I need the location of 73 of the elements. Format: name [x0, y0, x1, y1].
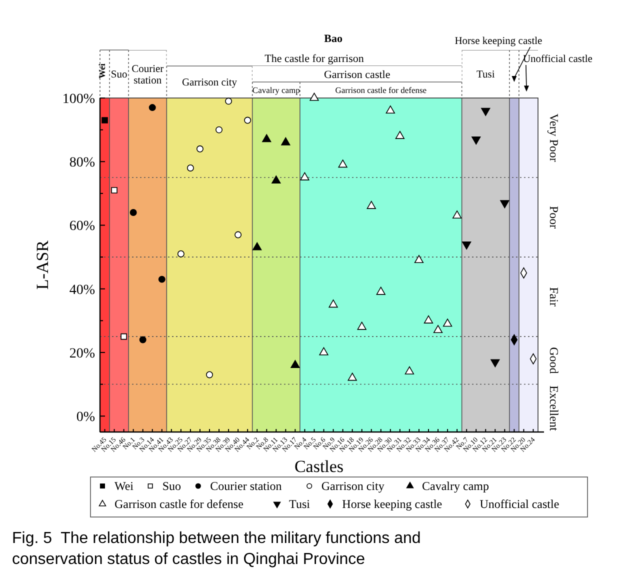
band-label: Suo [110, 70, 128, 81]
point [348, 372, 357, 381]
point [158, 276, 166, 283]
point [386, 106, 395, 114]
point [433, 325, 443, 334]
point [234, 231, 242, 238]
band-label: Fair [547, 287, 561, 306]
point [130, 209, 137, 216]
band-label: Cavalry camp [252, 84, 300, 95]
band-label: Bao [324, 33, 343, 45]
point [225, 98, 232, 105]
point [300, 172, 310, 180]
point [376, 286, 386, 295]
y-axis-title: L-ASR [33, 240, 52, 290]
band-label: Very Poor [547, 114, 561, 162]
point [414, 255, 424, 264]
y-tick-label: 100% [62, 92, 96, 107]
point [404, 366, 414, 374]
point [481, 108, 490, 116]
point [252, 242, 262, 250]
band-label: Poor [547, 206, 561, 229]
y-tick-label: 80% [69, 156, 96, 171]
point [111, 187, 118, 194]
point [281, 137, 290, 146]
point [272, 176, 281, 184]
point [148, 104, 156, 112]
legend-label: Courier station [210, 479, 282, 493]
point [216, 126, 223, 134]
point [206, 371, 213, 378]
point [186, 164, 194, 172]
band-label: Garrison city [182, 78, 238, 89]
x-axis-title: Castles [294, 457, 344, 476]
y-tick-label: 60% [69, 219, 96, 234]
band-label: Garrison castle for defense [335, 84, 427, 95]
band-label: Courier station [132, 64, 164, 86]
band-label: Tusi [476, 70, 495, 81]
point [290, 360, 300, 368]
point [366, 200, 376, 209]
point [244, 116, 252, 124]
legend-label: Garrison castle for defense [114, 497, 244, 511]
point [262, 134, 272, 142]
band-label: The castle for garrison [264, 53, 364, 65]
point [120, 333, 127, 340]
band-label: Wei [96, 63, 107, 78]
point [319, 347, 328, 356]
point [442, 318, 452, 327]
legend-label: Tusi [289, 497, 311, 511]
point [102, 117, 108, 124]
y-tick-label: 20% [69, 346, 96, 362]
legend-label: Garrison city [321, 479, 384, 493]
caption: Fig. 5 The relationship between the military functions and conservation status of castles in Qinghai Province [12, 530, 421, 568]
point [357, 322, 366, 330]
point [328, 300, 338, 308]
band-label: Excellent [547, 385, 561, 432]
band-label: Horse keeping castle [454, 36, 543, 47]
legend-label: Suo [162, 479, 182, 493]
band-label: Good [547, 347, 561, 374]
point [310, 92, 319, 101]
point [338, 160, 348, 168]
point [452, 210, 462, 218]
legend-label: Cavalry camp [422, 479, 489, 493]
legend-label: Unofficial castle [480, 497, 560, 511]
legend-label: Horse keeping castle [342, 497, 442, 511]
band-label: Garrison castle [324, 69, 390, 81]
legend-label: Wei [114, 479, 134, 493]
band-label: Unofficial castle [522, 54, 593, 65]
point [139, 336, 146, 344]
point [395, 130, 404, 139]
y-tick-label: 40% [69, 282, 96, 298]
point [424, 315, 434, 324]
y-tick-label: 0% [76, 410, 96, 426]
point [196, 145, 204, 152]
point [177, 250, 184, 258]
